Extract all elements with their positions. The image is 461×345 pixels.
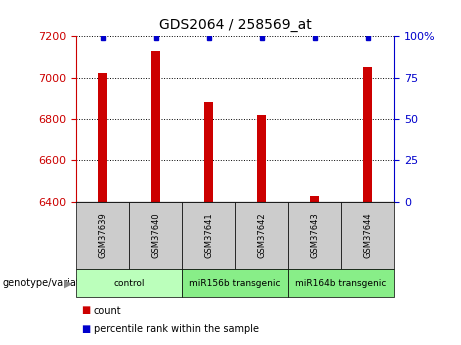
Text: miR156b transgenic: miR156b transgenic	[189, 279, 281, 288]
Text: GSM37642: GSM37642	[257, 213, 266, 258]
Text: count: count	[94, 306, 121, 315]
Text: GSM37640: GSM37640	[151, 213, 160, 258]
Bar	[151, 51, 160, 202]
Bar	[257, 115, 266, 202]
Text: GSM37644: GSM37644	[363, 213, 372, 258]
Text: GSM37641: GSM37641	[204, 213, 213, 258]
Text: GSM37639: GSM37639	[98, 213, 107, 258]
Text: ■: ■	[81, 306, 90, 315]
Text: percentile rank within the sample: percentile rank within the sample	[94, 325, 259, 334]
Bar	[363, 67, 372, 202]
Bar	[98, 73, 107, 202]
Bar	[310, 196, 319, 202]
Text: ■: ■	[81, 325, 90, 334]
Title: GDS2064 / 258569_at: GDS2064 / 258569_at	[159, 18, 312, 32]
Text: ▶: ▶	[64, 278, 72, 288]
Text: miR164b transgenic: miR164b transgenic	[296, 279, 387, 288]
Text: genotype/variation: genotype/variation	[2, 278, 95, 288]
Text: control: control	[113, 279, 145, 288]
Bar	[204, 102, 213, 202]
Text: GSM37643: GSM37643	[310, 213, 319, 258]
